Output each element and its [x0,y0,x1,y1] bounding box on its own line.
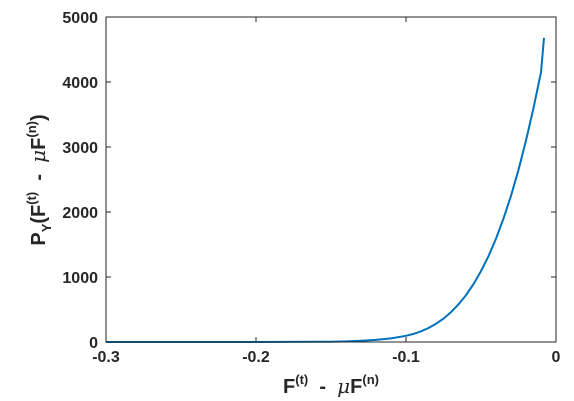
ticks [105,16,557,343]
y-tick-label: 1000 [62,270,98,287]
x-tick-label: -0.1 [392,349,420,366]
y-tick-label: 4000 [62,75,98,92]
y-tick-label: 0 [89,335,98,352]
plot-area [106,17,556,342]
x-tick-label: 0 [552,349,561,366]
y-tick-label: 3000 [62,140,98,157]
axes-box [105,16,557,343]
x-tick-label: -0.3 [92,349,120,366]
tick-labels: -0.3 -0.2 -0.1 0 0 1000 2000 3000 4000 5000 [62,10,560,366]
y-tick-label: 5000 [62,10,98,27]
x-tick-label: -0.2 [242,349,270,366]
x-axis-label: F(t) - μF(n) [283,372,379,398]
y-axis-label: PY(F(t) - μF(n)) [24,114,54,245]
y-tick-label: 2000 [62,205,98,222]
